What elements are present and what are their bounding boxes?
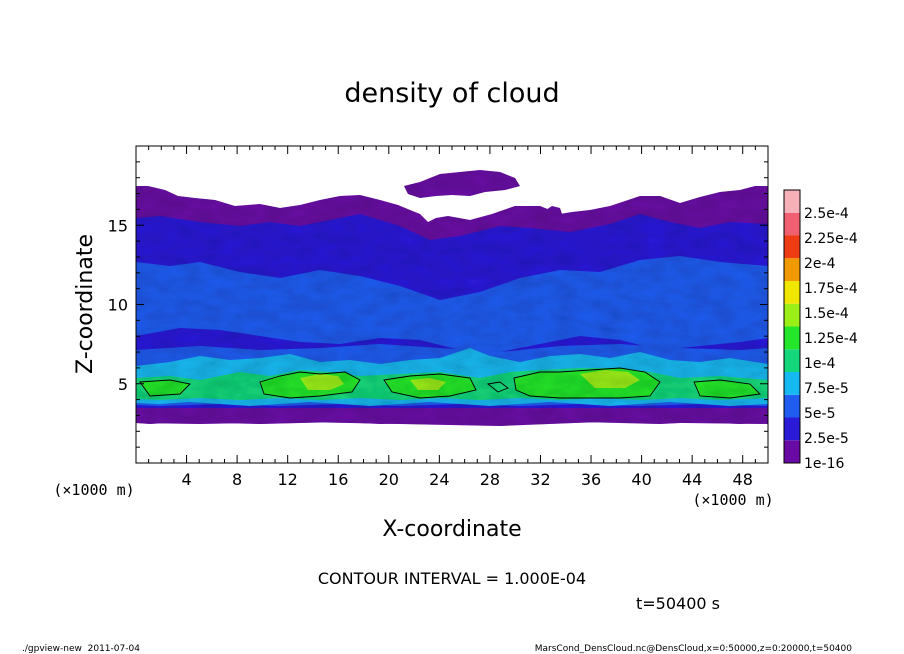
footer-right-text: MarsCond_DensCloud.nc@DensCloud,x=0:5000… (535, 644, 852, 654)
colorbar-label: 1.75e-4 (804, 281, 858, 297)
colorbar-swatch (784, 417, 800, 441)
contour-interval-text: CONTOUR INTERVAL = 1.000E-04 (318, 569, 586, 588)
colorbar-label: 1e-4 (804, 356, 836, 372)
colorbar-label: 2.5e-4 (804, 206, 849, 222)
contour-line (513, 367, 661, 399)
x-axis-ticks: 4 8 12 16 20 24 28 32 36 40 44 48 (148, 146, 756, 489)
time-label: t=50400 s (636, 594, 720, 613)
x-tick-label: 4 (181, 470, 191, 489)
y-axis-label: Z-coordinate (73, 234, 98, 374)
x-tick-label: 48 (733, 470, 753, 489)
colorbar-swatch (784, 235, 800, 259)
colorbar-label: 2.5e-5 (804, 431, 849, 447)
x-axis-unit: (×1000 m) (692, 491, 773, 509)
x-tick-label: 24 (429, 470, 449, 489)
colorbar-label: 1.5e-4 (804, 306, 849, 322)
x-tick-label: 8 (232, 470, 242, 489)
band-bottom-1e-16 (136, 408, 768, 426)
contour-lines (139, 367, 761, 399)
colorbar-frame (783, 189, 801, 464)
y-axis-unit: (×1000 m) (53, 481, 134, 499)
band-5e-5 (136, 256, 768, 352)
cloud-density-field (136, 170, 768, 426)
y-tick-label: 5 (118, 375, 128, 394)
x-tick-label: 44 (682, 470, 702, 489)
x-tick-label: 36 (581, 470, 601, 489)
colorbar-label: 7.5e-5 (804, 381, 849, 397)
colorbar-swatch (784, 326, 800, 350)
band-1.5e-4 (300, 370, 640, 390)
x-tick-label: 20 (379, 470, 399, 489)
colorbar-swatch (784, 303, 800, 327)
colorbar-swatch (784, 212, 800, 236)
colorbar-swatch (784, 258, 800, 281)
x-tick-label: 16 (328, 470, 348, 489)
colorbar-swatch (784, 190, 800, 213)
y-tick-label: 10 (108, 296, 128, 315)
y-tick-label: 15 (108, 216, 128, 235)
footer-left-text: ./gpview-new 2011-07-04 (22, 644, 140, 654)
contour-line (486, 381, 509, 393)
colorbar-label: 5e-5 (804, 406, 835, 422)
contour-line (693, 379, 761, 399)
colorbar-swatch (784, 394, 800, 418)
x-tick-label: 12 (278, 470, 298, 489)
x-tick-label: 40 (631, 470, 651, 489)
y-axis-ticks: 5 10 15 (108, 161, 768, 448)
contour-line (383, 373, 477, 399)
band-1e-16-patch (404, 170, 520, 198)
colorbar-swatch (784, 440, 800, 463)
colorbar-label: 1e-16 (804, 456, 844, 472)
chart-title: density of cloud (344, 78, 559, 109)
x-axis-label: X-coordinate (382, 517, 521, 542)
colorbar-swatch (784, 349, 800, 372)
x-tick-label: 32 (530, 470, 550, 489)
x-tick-label: 28 (480, 470, 500, 489)
colorbar-label: 2e-4 (804, 256, 836, 272)
colorbar: 1e-16 2.5e-5 5e-5 7.5e-5 1e-4 1.25e-4 1.5e-4 1.… (783, 189, 858, 472)
band-1e-16-patch (546, 206, 562, 218)
colorbar-label: 2.25e-4 (804, 231, 858, 247)
contour-line (259, 371, 361, 399)
colorbar-label: 1.25e-4 (804, 331, 858, 347)
colorbar-swatch (784, 372, 800, 395)
contour-line (139, 379, 191, 397)
colorbar-swatch (784, 281, 800, 304)
